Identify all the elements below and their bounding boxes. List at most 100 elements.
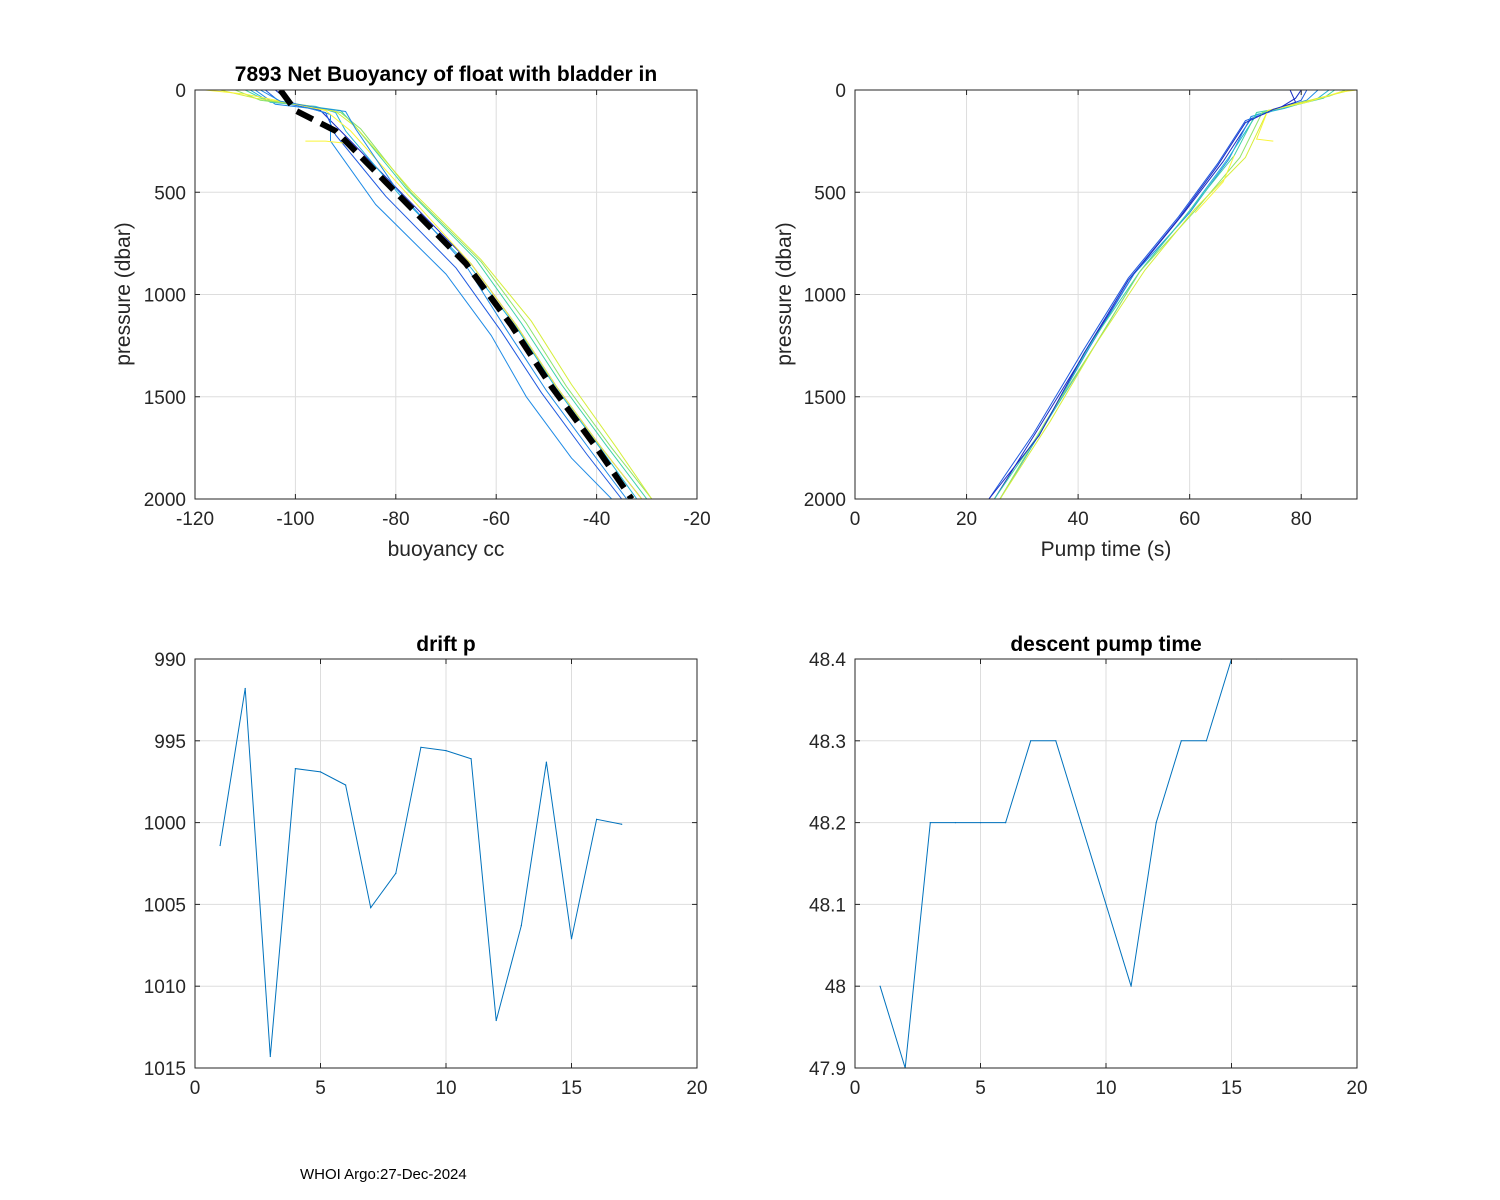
profile-line	[264, 90, 623, 499]
data-point	[879, 985, 881, 987]
data-point	[1005, 822, 1007, 824]
data-point	[1130, 985, 1132, 987]
data-point	[370, 907, 372, 909]
pump-axes: 0 20 40 60 80 0 500 1000 1500 2000	[804, 81, 1358, 530]
y-tick-label: 1000	[144, 286, 186, 307]
y-tick-label: 1010	[144, 977, 186, 998]
x-tick-label: 10	[1095, 1078, 1116, 1099]
profile-line	[999, 90, 1352, 499]
data-point	[1105, 903, 1107, 906]
y-tick-label: 2000	[144, 490, 186, 511]
data-point	[621, 823, 623, 825]
x-tick-label: 5	[315, 1078, 326, 1099]
x-tick-label: 80	[1291, 509, 1312, 530]
x-tick-label: -60	[482, 509, 509, 530]
x-tick-label: -120	[176, 509, 214, 530]
y-tick-label: 0	[175, 81, 186, 102]
x-tick-label: -80	[382, 509, 409, 530]
descent-title: descent pump time	[1010, 633, 1201, 656]
y-tick-label: 48	[825, 977, 846, 998]
x-tick-label: 0	[190, 1078, 201, 1099]
buoyancy-grid	[194, 89, 698, 500]
data-point	[345, 784, 347, 786]
x-tick-label: 0	[850, 1078, 861, 1099]
data-point	[570, 938, 573, 940]
data-point	[1080, 822, 1082, 824]
x-tick-label: 5	[975, 1078, 986, 1099]
data-point	[269, 1055, 271, 1058]
data-point	[545, 761, 548, 763]
profile-line	[988, 90, 1297, 499]
pump-profiles	[988, 90, 1357, 499]
data-point	[1205, 740, 1207, 742]
data-point	[420, 746, 422, 748]
y-tick-label: 500	[814, 183, 846, 204]
drift-grid	[194, 658, 698, 1069]
y-tick-label: 500	[154, 183, 186, 204]
data-point	[1030, 740, 1032, 742]
descent-axes: 0 5 10 15 20 47.9 48 48.1 48.2 48.3 48.4	[809, 650, 1368, 1099]
x-tick-label: 20	[1346, 1078, 1367, 1099]
profile-line	[260, 90, 628, 499]
y-tick-label: 0	[835, 81, 846, 102]
drift-title: drift p	[416, 633, 475, 656]
x-tick-label: 40	[1068, 509, 1089, 530]
data-point	[319, 771, 322, 773]
x-tick-label: 15	[561, 1078, 582, 1099]
profile-line	[993, 90, 1302, 499]
data-point	[979, 822, 982, 824]
data-point	[219, 844, 221, 847]
profile-line	[1194, 155, 1235, 214]
footer-stamp: WHOI Argo:27-Dec-2024	[300, 1166, 467, 1183]
x-tick-label: -40	[583, 509, 610, 530]
data-point	[1155, 822, 1157, 824]
descent-grid	[854, 658, 1358, 1069]
pump-ylabel: pressure (dbar)	[773, 222, 796, 366]
profile-line	[1255, 90, 1357, 142]
y-tick-label: 48.1	[809, 895, 846, 916]
data-point	[1055, 740, 1057, 742]
x-tick-label: 20	[686, 1078, 707, 1099]
profile-line	[254, 90, 613, 499]
y-tick-label: 1005	[144, 895, 186, 916]
mean-profile-line	[277, 90, 635, 499]
y-tick-label: 1000	[144, 814, 186, 835]
buoyancy-title: 7893 Net Buoyancy of float with bladder …	[235, 63, 657, 86]
y-tick-label: 1500	[804, 388, 846, 409]
y-tick-label: 1500	[144, 388, 186, 409]
data-point	[520, 925, 522, 927]
buoyancy-xlabel: buoyancy cc	[388, 538, 505, 561]
y-tick-label: 48.2	[809, 814, 846, 835]
x-tick-label: 10	[435, 1078, 456, 1099]
buoyancy-profiles	[204, 90, 653, 499]
data-point	[929, 822, 931, 824]
pump-xlabel: Pump time (s)	[1041, 538, 1172, 561]
data-point	[1180, 740, 1182, 742]
y-tick-label: 2000	[804, 490, 846, 511]
data-point	[294, 768, 296, 770]
data-point	[244, 687, 246, 690]
y-tick-label: 1000	[804, 286, 846, 307]
pump-grid	[854, 89, 1357, 500]
data-point	[445, 750, 447, 752]
profile-line	[204, 90, 643, 499]
y-tick-label: 48.3	[809, 732, 846, 753]
y-tick-label: 990	[154, 650, 186, 671]
x-tick-label: 15	[1221, 1078, 1242, 1099]
x-tick-label: -20	[683, 509, 710, 530]
y-tick-label: 995	[154, 732, 186, 753]
buoyancy-axes: -120 -100 -80 -60 -40 -20 0 500 1000 1500 2000	[144, 81, 711, 530]
profile-line	[305, 140, 346, 144]
drift-series	[219, 687, 623, 1058]
data-point	[470, 758, 472, 760]
data-point	[495, 1019, 497, 1022]
y-tick-label: 48.4	[809, 650, 846, 671]
data-point	[395, 872, 397, 874]
data-point	[596, 818, 598, 820]
x-tick-label: 60	[1179, 509, 1200, 530]
y-tick-label: 47.9	[809, 1059, 846, 1080]
